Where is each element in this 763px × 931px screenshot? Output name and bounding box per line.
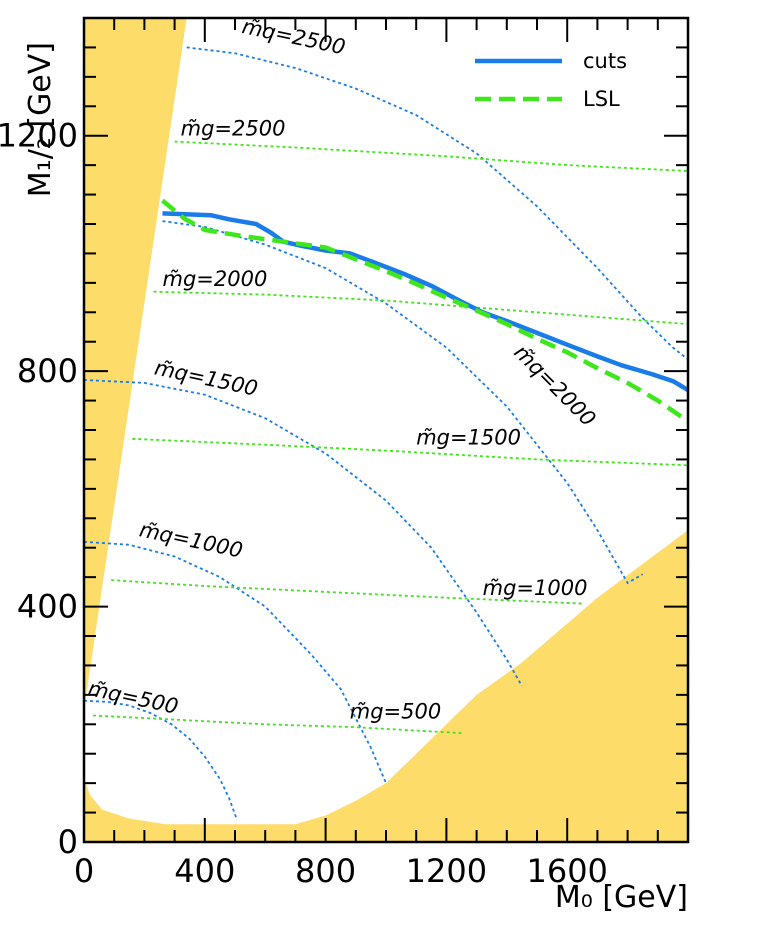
legend-label-lsl: LSL <box>583 87 620 111</box>
squark-contour-1500 <box>84 379 523 687</box>
excluded-regions <box>84 18 688 842</box>
legend-label-cuts: cuts <box>583 49 627 73</box>
squark-contour-label-2500: m̃q=2500 <box>240 14 348 59</box>
gluino-mass-contours <box>93 140 688 734</box>
axis-titles: M₀ [GeV] M₁/₂ [GeV] <box>23 42 688 915</box>
axis-ticks <box>83 17 689 843</box>
x-axis-title: M₀ [GeV] <box>555 880 688 915</box>
y-tick-label: 1200 <box>0 117 78 155</box>
squark-contour-1000 <box>84 540 387 784</box>
squark-contour-label-1500: m̃q=1500 <box>152 356 260 401</box>
gluino-contour-2500 <box>174 140 688 172</box>
y-tick-label: 800 <box>17 352 78 390</box>
gluino-contour-label-1500: m̃g=1500 <box>416 426 521 450</box>
excluded-region-left-wedge <box>84 18 187 710</box>
series-line-lsl <box>161 198 688 424</box>
x-tick-label: 400 <box>174 852 235 890</box>
gluino-contour-label-500: m̃g=500 <box>350 699 441 723</box>
y-axis-title: M₁/₂ [GeV] <box>23 42 58 197</box>
gluino-contour-label-2500: m̃g=2500 <box>181 117 286 141</box>
squark-contour-label-500: m̃q=500 <box>86 676 180 718</box>
squark-contour-2500 <box>186 46 688 361</box>
axis-tick-labels: 0 400 800 1200 1600 0 400 800 1200 <box>0 117 608 890</box>
x-tick-label: 1200 <box>406 852 487 890</box>
gluino-contour-label-1000: m̃g=1000 <box>483 576 588 600</box>
squark-mass-contours <box>84 46 688 819</box>
squark-contour-2000 <box>162 220 644 585</box>
gluino-contour-1000 <box>111 579 583 605</box>
x-tick-label: 0 <box>74 852 94 890</box>
squark-contour-label-1000: m̃q=1000 <box>137 517 245 562</box>
excluded-region-bottom <box>84 530 688 842</box>
series-line-cuts <box>162 211 688 392</box>
gluino-contour-1500 <box>132 437 688 467</box>
gluino-contour-label-2000: m̃g=2000 <box>163 267 268 291</box>
gluino-contour-500 <box>93 714 462 734</box>
x-tick-label: 1600 <box>526 852 607 890</box>
y-tick-label: 0 <box>58 823 78 861</box>
squark-contour-500 <box>84 699 238 819</box>
legend: cuts LSL <box>475 49 627 111</box>
y-tick-label: 400 <box>17 588 78 626</box>
exclusion-curves <box>161 198 688 424</box>
x-tick-label: 800 <box>295 852 356 890</box>
gluino-contour-2000 <box>153 290 688 325</box>
